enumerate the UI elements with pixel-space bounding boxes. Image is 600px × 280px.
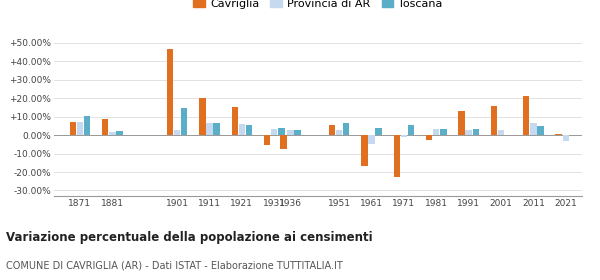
Bar	[84, 116, 90, 135]
Bar	[563, 135, 569, 141]
Bar	[246, 125, 252, 135]
Bar	[426, 135, 433, 140]
Bar	[206, 123, 212, 135]
Bar	[102, 119, 109, 135]
Bar	[498, 130, 504, 135]
Legend: Cavriglia, Provincia di AR, Toscana: Cavriglia, Provincia di AR, Toscana	[189, 0, 447, 13]
Bar	[394, 135, 400, 177]
Bar	[530, 123, 536, 135]
Bar	[458, 111, 465, 135]
Bar	[538, 126, 544, 135]
Bar	[109, 132, 116, 135]
Bar	[466, 130, 472, 135]
Bar	[199, 98, 206, 135]
Bar	[295, 130, 301, 135]
Bar	[440, 129, 446, 135]
Bar	[70, 122, 76, 135]
Bar	[473, 129, 479, 135]
Bar	[556, 134, 562, 135]
Bar	[433, 129, 439, 135]
Bar	[376, 128, 382, 135]
Bar	[287, 130, 293, 135]
Bar	[264, 135, 271, 145]
Bar	[167, 49, 173, 135]
Bar	[116, 131, 122, 135]
Bar	[232, 108, 238, 135]
Bar	[336, 130, 342, 135]
Bar	[271, 129, 277, 135]
Bar	[214, 123, 220, 135]
Bar	[491, 106, 497, 135]
Bar	[401, 135, 407, 137]
Bar	[368, 135, 374, 144]
Bar	[77, 122, 83, 135]
Bar	[181, 108, 187, 135]
Bar	[278, 128, 284, 135]
Bar	[408, 125, 414, 135]
Bar	[343, 123, 349, 135]
Text: COMUNE DI CAVRIGLIA (AR) - Dati ISTAT - Elaborazione TUTTITALIA.IT: COMUNE DI CAVRIGLIA (AR) - Dati ISTAT - …	[6, 260, 343, 270]
Bar	[329, 125, 335, 135]
Bar	[361, 135, 368, 165]
Text: Variazione percentuale della popolazione ai censimenti: Variazione percentuale della popolazione…	[6, 231, 373, 244]
Bar	[280, 135, 287, 149]
Bar	[239, 124, 245, 135]
Bar	[174, 130, 180, 135]
Bar	[523, 96, 529, 135]
